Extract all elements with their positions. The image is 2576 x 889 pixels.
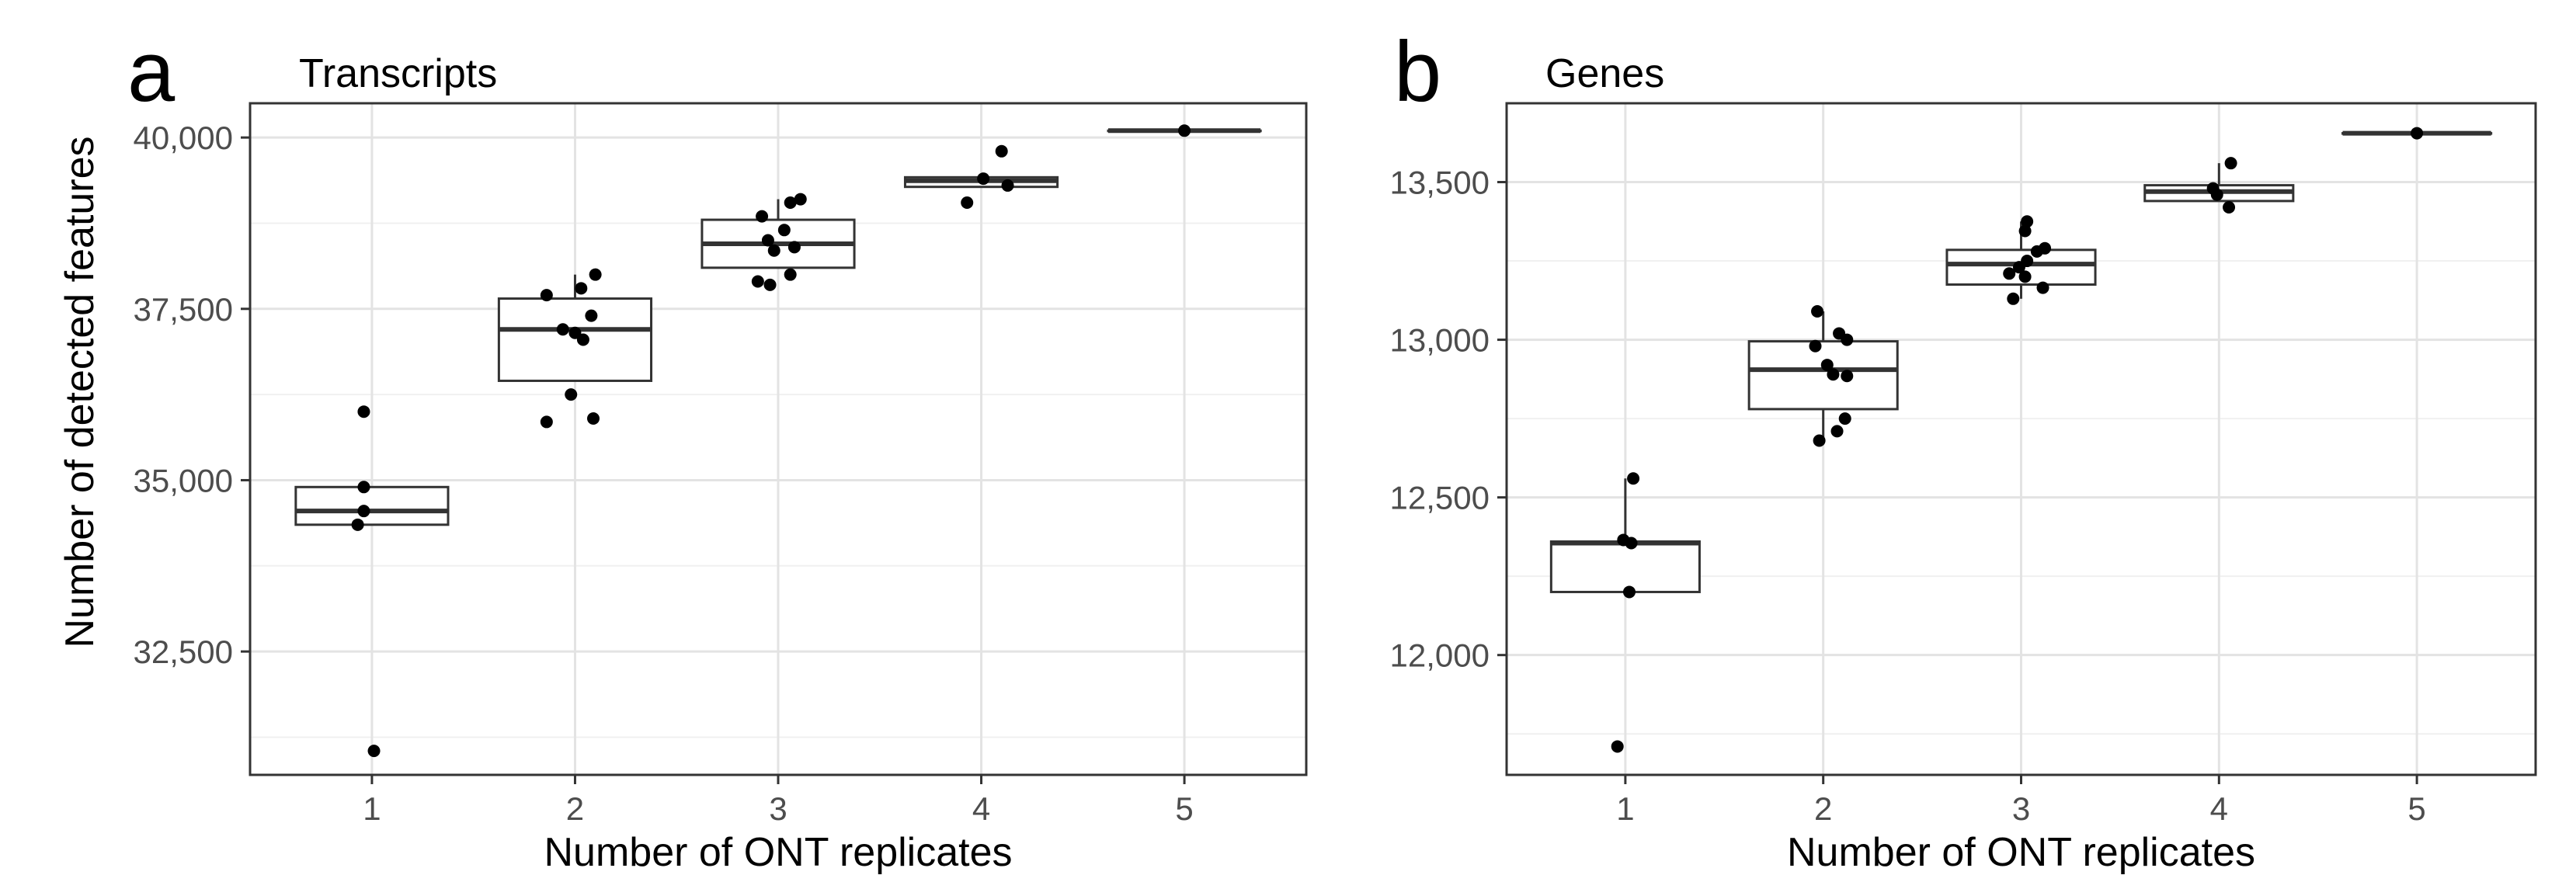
box-1	[1549, 478, 1701, 593]
data-point	[1838, 412, 1851, 425]
data-point	[2003, 267, 2016, 280]
data-point	[2411, 127, 2424, 140]
y-tick-label: 12,000	[1390, 637, 1490, 674]
data-point	[977, 172, 990, 186]
data-point	[1611, 740, 1624, 753]
box-body	[1747, 340, 1899, 411]
data-point	[357, 405, 370, 418]
data-point	[2018, 270, 2032, 283]
panel-title: Transcripts	[299, 51, 497, 96]
box-3	[700, 199, 856, 269]
box-body	[1549, 540, 1701, 593]
y-tick-label: 12,500	[1390, 480, 1490, 516]
data-point	[2018, 224, 2032, 238]
data-point	[995, 144, 1008, 158]
y-tick-label: 32,500	[134, 634, 233, 670]
box-body	[497, 297, 653, 382]
data-point	[587, 412, 600, 425]
data-point	[1625, 537, 1638, 550]
data-point	[784, 196, 797, 209]
panel-title: Genes	[1545, 51, 1664, 96]
x-tick-label: 5	[2407, 790, 2425, 827]
data-point	[1178, 124, 1191, 137]
x-tick-label: 3	[2012, 790, 2030, 827]
data-point	[2030, 245, 2043, 258]
data-point	[1827, 368, 1840, 381]
data-point	[1001, 179, 1014, 192]
y-tick-label: 13,000	[1390, 322, 1490, 359]
data-point	[2224, 157, 2237, 170]
data-point	[2036, 281, 2049, 294]
data-point	[2012, 261, 2025, 274]
data-point	[794, 193, 807, 206]
y-tick-label: 40,000	[134, 120, 233, 156]
x-tick-label: 1	[1616, 790, 1634, 827]
data-point	[784, 268, 797, 281]
data-point	[1841, 333, 1854, 346]
data-point	[763, 278, 777, 291]
data-point	[787, 241, 801, 254]
panel-label: b	[1394, 24, 1441, 120]
data-point	[767, 244, 780, 257]
box-body	[294, 485, 450, 526]
x-tick-label: 5	[1175, 790, 1193, 827]
data-point	[2021, 215, 2034, 228]
data-point	[2223, 201, 2236, 214]
data-point	[540, 415, 553, 429]
data-point	[1809, 339, 1822, 352]
data-point	[1813, 434, 1826, 447]
data-point	[576, 333, 589, 346]
data-point	[357, 481, 370, 494]
data-point	[2007, 292, 2020, 305]
y-axis-label: Number of detected features	[57, 136, 103, 648]
data-point	[1627, 472, 1640, 485]
panel-transcripts: 32,500 35,000 37,500 40,000 1 2 3 4 5 Transcripts…	[127, 24, 1308, 875]
data-point	[367, 745, 381, 758]
data-point	[351, 518, 364, 531]
y-tick-label: 13,500	[1390, 165, 1490, 201]
data-point	[756, 210, 769, 223]
data-point	[1622, 585, 1636, 599]
data-point	[540, 289, 553, 302]
panel-label: a	[127, 24, 176, 120]
data-point	[1820, 359, 1834, 372]
data-point	[357, 505, 370, 518]
box-1	[294, 485, 450, 526]
data-point	[1841, 370, 1854, 383]
data-point	[961, 196, 974, 209]
data-point	[589, 268, 602, 281]
panel-genes: 12,000 12,500 13,000 13,500 1 2 3 4 5 Genes b Numbe…	[1390, 24, 2537, 875]
data-point	[2210, 188, 2223, 201]
x-tick-label: 2	[1814, 790, 1832, 827]
x-tick-label: 4	[972, 790, 990, 827]
data-point	[1830, 425, 1844, 438]
panel-border	[1505, 102, 2537, 776]
data-point	[556, 323, 569, 336]
data-point	[585, 309, 598, 322]
data-point	[777, 224, 791, 237]
box-2	[1747, 311, 1899, 441]
x-tick-label: 3	[769, 790, 787, 827]
x-tick-label: 2	[566, 790, 584, 827]
x-tick-label: 4	[2210, 790, 2228, 827]
x-axis-label: Number of ONT replicates	[1787, 830, 2255, 875]
y-tick-label: 37,500	[134, 291, 233, 328]
y-tick-label: 35,000	[134, 462, 233, 498]
data-point	[751, 275, 764, 288]
panel-border	[249, 102, 1308, 776]
data-point	[761, 234, 774, 247]
data-point	[568, 326, 582, 339]
data-point	[575, 282, 588, 295]
data-point	[565, 388, 578, 401]
x-tick-label: 1	[363, 790, 381, 827]
data-point	[1811, 305, 1824, 318]
x-axis-label: Number of ONT replicates	[544, 830, 1012, 875]
